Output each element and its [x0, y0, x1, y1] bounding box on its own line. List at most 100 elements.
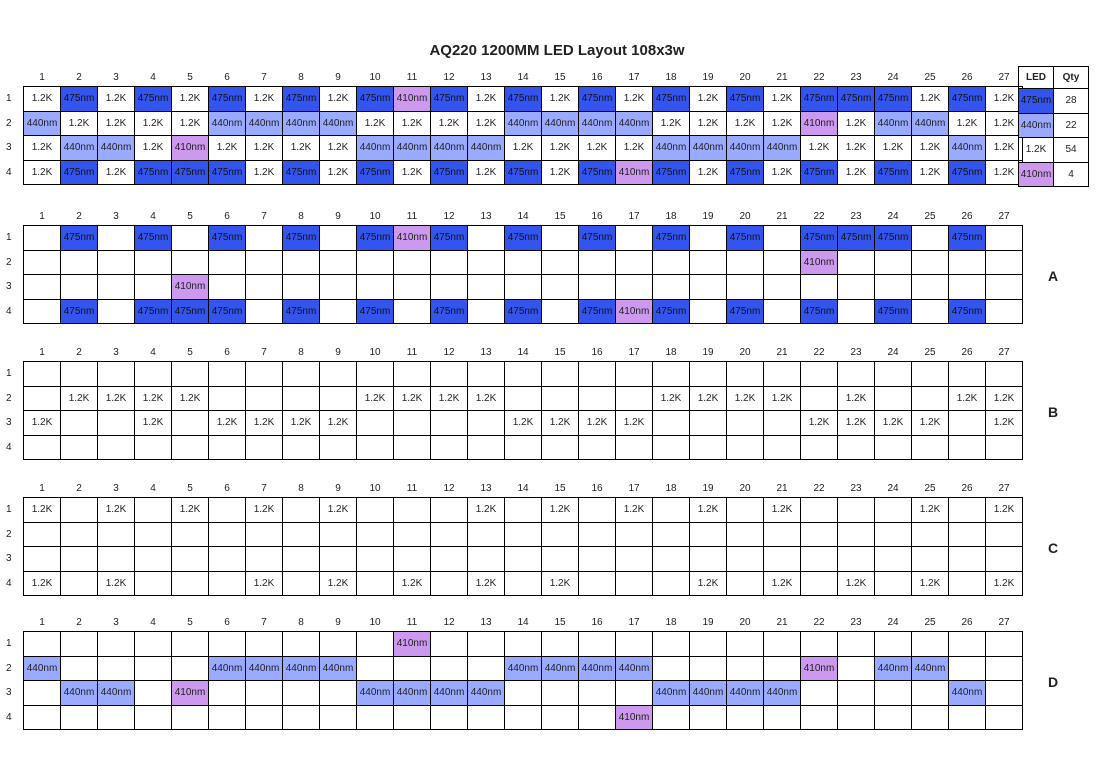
led-cell[interactable]: 1.2K: [911, 497, 949, 523]
led-cell[interactable]: 1.2K: [911, 159, 949, 185]
led-cell[interactable]: 440nm: [23, 655, 61, 681]
led-cell[interactable]: 475nm: [948, 298, 986, 324]
led-cell[interactable]: 440nm: [911, 110, 949, 136]
led-cell[interactable]: [578, 631, 616, 657]
led-cell[interactable]: 475nm: [504, 225, 542, 251]
led-cell[interactable]: [652, 546, 690, 572]
led-cell[interactable]: [208, 521, 246, 547]
led-cell[interactable]: [874, 497, 912, 523]
led-cell[interactable]: 1.2K: [171, 497, 209, 523]
led-cell[interactable]: [800, 521, 838, 547]
led-cell[interactable]: 440nm: [245, 655, 283, 681]
led-cell[interactable]: [689, 631, 727, 657]
led-cell[interactable]: 1.2K: [319, 135, 357, 161]
led-cell[interactable]: 1.2K: [763, 159, 801, 185]
led-cell[interactable]: [689, 249, 727, 275]
led-cell[interactable]: [134, 570, 172, 596]
led-cell[interactable]: 440nm: [60, 680, 98, 706]
led-cell[interactable]: [97, 521, 135, 547]
led-cell[interactable]: 475nm: [504, 298, 542, 324]
led-cell[interactable]: 1.2K: [911, 570, 949, 596]
led-cell[interactable]: 475nm: [504, 86, 542, 112]
led-cell[interactable]: [60, 497, 98, 523]
led-cell[interactable]: [134, 521, 172, 547]
led-cell[interactable]: [208, 497, 246, 523]
led-cell[interactable]: [356, 410, 394, 436]
led-cell[interactable]: [97, 225, 135, 251]
led-cell[interactable]: 1.2K: [985, 570, 1023, 596]
led-cell[interactable]: [541, 434, 579, 460]
led-cell[interactable]: [763, 521, 801, 547]
led-cell[interactable]: 410nm: [393, 631, 431, 657]
led-cell[interactable]: [282, 434, 320, 460]
led-cell[interactable]: [874, 521, 912, 547]
led-cell[interactable]: [23, 225, 61, 251]
led-cell[interactable]: [134, 704, 172, 730]
led-cell[interactable]: [948, 631, 986, 657]
led-cell[interactable]: [800, 434, 838, 460]
led-cell[interactable]: 1.2K: [467, 110, 505, 136]
led-cell[interactable]: [874, 570, 912, 596]
led-cell[interactable]: 410nm: [800, 110, 838, 136]
led-cell[interactable]: 1.2K: [837, 410, 875, 436]
led-cell[interactable]: 1.2K: [319, 410, 357, 436]
led-cell[interactable]: [726, 546, 764, 572]
led-cell[interactable]: 440nm: [208, 655, 246, 681]
led-cell[interactable]: [97, 655, 135, 681]
led-cell[interactable]: [171, 225, 209, 251]
led-cell[interactable]: 475nm: [800, 225, 838, 251]
led-cell[interactable]: [837, 680, 875, 706]
led-cell[interactable]: 1.2K: [97, 110, 135, 136]
led-cell[interactable]: 1.2K: [578, 135, 616, 161]
led-cell[interactable]: [467, 274, 505, 300]
led-cell[interactable]: [578, 249, 616, 275]
led-cell[interactable]: 475nm: [208, 225, 246, 251]
led-cell[interactable]: 1.2K: [97, 385, 135, 411]
led-cell[interactable]: 440nm: [504, 110, 542, 136]
led-cell[interactable]: [726, 497, 764, 523]
led-cell[interactable]: [356, 704, 394, 730]
led-cell[interactable]: [430, 704, 468, 730]
led-cell[interactable]: [97, 274, 135, 300]
led-cell[interactable]: 475nm: [874, 225, 912, 251]
led-cell[interactable]: 475nm: [282, 225, 320, 251]
led-cell[interactable]: [356, 521, 394, 547]
led-cell[interactable]: [578, 521, 616, 547]
led-cell[interactable]: [726, 361, 764, 387]
led-cell[interactable]: [541, 546, 579, 572]
led-cell[interactable]: [60, 361, 98, 387]
led-cell[interactable]: 440nm: [97, 135, 135, 161]
led-cell[interactable]: [356, 274, 394, 300]
led-cell[interactable]: [467, 434, 505, 460]
led-cell[interactable]: 475nm: [948, 159, 986, 185]
led-cell[interactable]: [948, 704, 986, 730]
led-cell[interactable]: [245, 680, 283, 706]
led-cell[interactable]: [615, 521, 653, 547]
led-cell[interactable]: 410nm: [615, 298, 653, 324]
led-cell[interactable]: [763, 631, 801, 657]
led-cell[interactable]: 475nm: [948, 86, 986, 112]
led-cell[interactable]: [60, 704, 98, 730]
led-cell[interactable]: 1.2K: [171, 86, 209, 112]
led-cell[interactable]: 475nm: [578, 225, 616, 251]
led-cell[interactable]: [541, 249, 579, 275]
led-cell[interactable]: [652, 434, 690, 460]
led-cell[interactable]: 1.2K: [541, 159, 579, 185]
led-cell[interactable]: 1.2K: [208, 135, 246, 161]
led-cell[interactable]: 1.2K: [541, 410, 579, 436]
led-cell[interactable]: [800, 680, 838, 706]
led-cell[interactable]: [763, 655, 801, 681]
led-cell[interactable]: [800, 497, 838, 523]
led-cell[interactable]: 440nm: [726, 135, 764, 161]
led-cell[interactable]: [837, 546, 875, 572]
led-cell[interactable]: 440nm: [689, 135, 727, 161]
led-cell[interactable]: [504, 521, 542, 547]
led-cell[interactable]: [208, 434, 246, 460]
led-cell[interactable]: [652, 410, 690, 436]
led-cell[interactable]: [541, 521, 579, 547]
led-cell[interactable]: [763, 225, 801, 251]
led-cell[interactable]: 440nm: [948, 135, 986, 161]
led-cell[interactable]: [171, 521, 209, 547]
led-cell[interactable]: 475nm: [652, 86, 690, 112]
led-cell[interactable]: [282, 361, 320, 387]
